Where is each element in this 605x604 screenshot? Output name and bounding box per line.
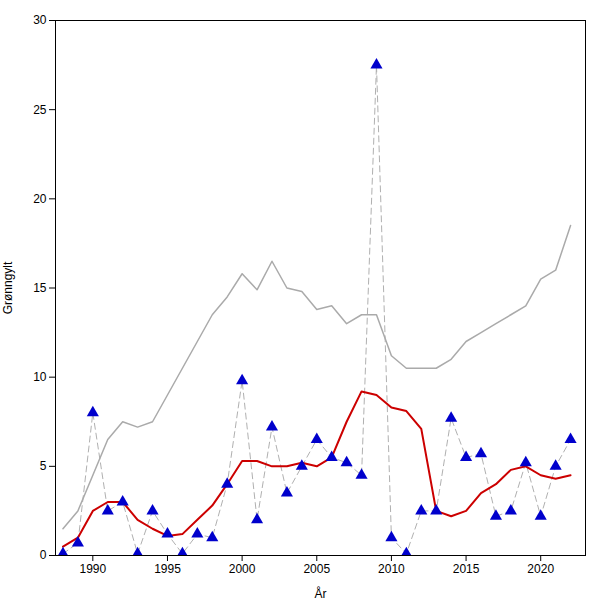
svg-text:15: 15 (33, 281, 47, 295)
svg-text:År: År (315, 586, 327, 601)
svg-text:2000: 2000 (229, 562, 256, 576)
svg-text:1990: 1990 (79, 562, 106, 576)
svg-text:0: 0 (40, 548, 47, 562)
svg-text:25: 25 (33, 103, 47, 117)
svg-text:10: 10 (33, 370, 47, 384)
svg-text:30: 30 (33, 13, 47, 27)
svg-text:1995: 1995 (154, 562, 181, 576)
svg-text:2005: 2005 (303, 562, 330, 576)
svg-text:2020: 2020 (527, 562, 554, 576)
svg-text:Grønngylt: Grønngylt (1, 261, 15, 314)
svg-text:2010: 2010 (378, 562, 405, 576)
svg-text:5: 5 (40, 459, 47, 473)
svg-text:20: 20 (33, 192, 47, 206)
svg-text:2015: 2015 (453, 562, 480, 576)
